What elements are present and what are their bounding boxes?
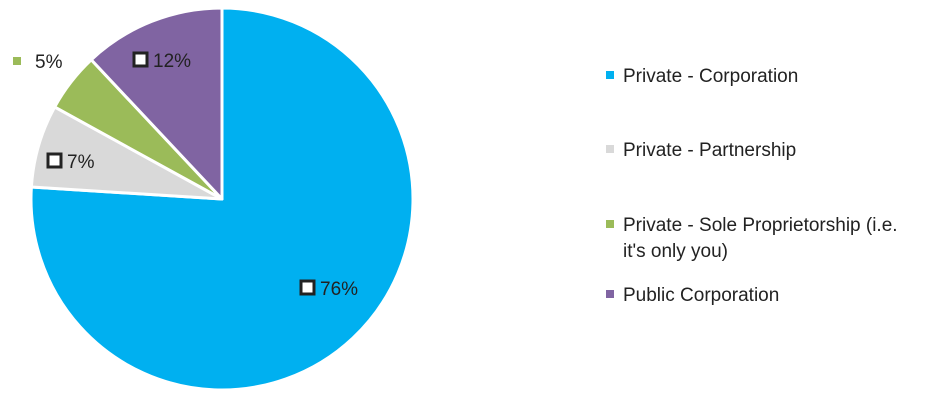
legend-item-private-sole-proprietorship-i-e-it-s-only-you: Private - Sole Proprietorship (i.e. it's … [606,215,898,262]
legend-label: Private - Partnership [623,140,796,161]
legend-swatch-icon [606,145,614,153]
legend-label: Private - Corporation [623,66,798,87]
data-label-marker-icon [13,57,21,65]
data-labels: 76% 7% 5% 12% [13,51,358,300]
data-label-marker-icon [132,51,149,68]
data-label-private-partnership: 7% [46,152,95,173]
data-label-text: 7% [67,152,95,173]
legend-label: it's only you) [623,241,728,262]
legend-item-private-partnership: Private - Partnership [606,140,796,161]
pie-slice-private-corporation [29,6,415,392]
legend-item-private-corporation: Private - Corporation [606,66,798,87]
data-label-marker-icon [299,279,316,296]
legend: Private - Corporation Private - Partnersh… [606,66,898,306]
data-label-text: 5% [35,52,63,73]
data-label-private-corporation: 76% [299,279,358,300]
data-label-private-sole-proprietorship-i-e-it-s-only-you: 5% [13,52,63,73]
pie-slice-public-corporation [89,6,224,201]
legend-label: Private - Sole Proprietorship (i.e. [623,215,898,236]
legend-item-public-corporation: Public Corporation [606,285,779,306]
data-label-text: 12% [153,51,191,72]
legend-swatch-icon [606,290,614,298]
pie-slices [29,6,415,392]
legend-swatch-icon [606,71,614,79]
data-label-marker-icon [46,152,63,169]
legend-label: Public Corporation [623,285,779,306]
legend-swatch-icon [606,220,614,228]
data-label-public-corporation: 12% [132,51,191,72]
data-label-text: 76% [320,279,358,300]
